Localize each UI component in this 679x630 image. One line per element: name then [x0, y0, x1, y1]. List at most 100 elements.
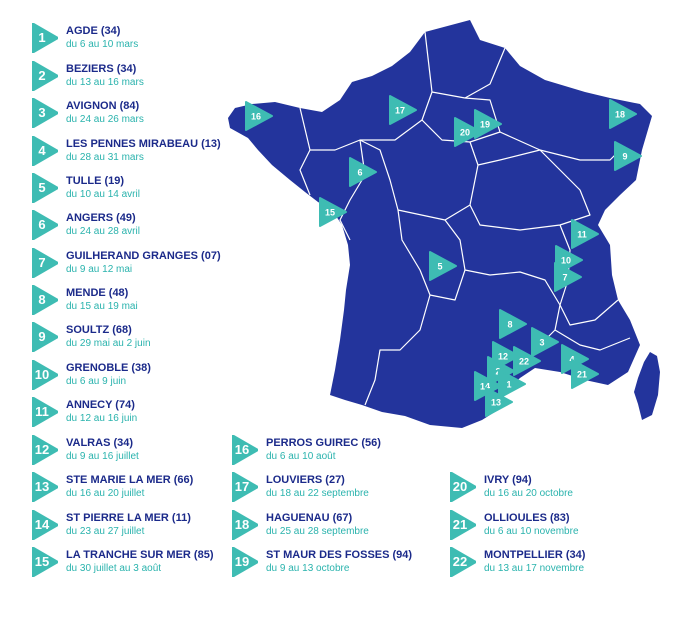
triangle-play-icon: 15: [32, 547, 58, 577]
map-marker-7: 7: [554, 262, 582, 292]
legend-item: 15 LA TRANCHE SUR MER (85) du 30 juillet …: [32, 547, 214, 581]
legend-city: PERROS GUIREC (56): [266, 437, 381, 449]
map-marker-number: 14: [480, 382, 490, 392]
map-marker-6: 6: [349, 157, 377, 187]
legend-city: AGDE (34): [66, 25, 121, 37]
legend-city: STE MARIE LA MER (66): [66, 474, 194, 486]
triangle-play-icon: 14: [32, 510, 58, 540]
triangle-play-icon: 11: [32, 397, 58, 427]
triangle-play-icon: [245, 101, 273, 131]
map-marker-number: 13: [491, 398, 501, 408]
border-paca: [554, 329, 631, 351]
triangle-play-icon: [454, 117, 482, 147]
legend-item: 7 GUILHERAND GRANGES (07) du 9 au 12 mai: [32, 248, 221, 282]
legend-item: 5 TULLE (19) du 10 au 14 avril: [32, 173, 140, 207]
legend-dates: du 25 au 28 septembre: [266, 526, 369, 537]
map-marker-number: 11: [577, 230, 587, 240]
triangle-play-icon: 6: [32, 210, 58, 240]
legend-city: TULLE (19): [66, 175, 125, 187]
map-marker-number: 7: [562, 273, 567, 283]
map-marker-22: 22: [513, 346, 541, 376]
legend-dates: du 9 au 12 mai: [66, 264, 133, 275]
legend-number: 9: [38, 329, 46, 344]
triangle-play-icon: 17: [232, 472, 258, 502]
map-marker-19: 19: [474, 109, 502, 139]
map-marker-17: 17: [389, 95, 417, 125]
legend-dates: du 6 au 10 novembre: [484, 526, 579, 537]
triangle-play-icon: [554, 262, 582, 292]
legend-number: 20: [452, 479, 468, 494]
map-marker-8: 8: [499, 309, 527, 339]
legend-item: 21 OLLIOULES (83) du 6 au 10 novembre: [450, 510, 579, 544]
legend-city: OLLIOULES (83): [484, 512, 570, 524]
legend-dates: du 6 au 10 mars: [66, 39, 139, 50]
legend-dates: du 29 mai au 2 juin: [66, 338, 151, 349]
legend-item: 8 MENDE (48) du 15 au 19 mai: [32, 285, 138, 319]
map-marker-number: 10: [561, 256, 571, 266]
triangle-play-icon: [499, 309, 527, 339]
legend-number: 4: [38, 143, 46, 158]
legend-item: 4 LES PENNES MIRABEAU (13) du 28 au 31 ma…: [32, 136, 221, 170]
map-marker-number: 17: [395, 106, 405, 116]
legend-number: 5: [38, 180, 46, 195]
map-marker-number: 22: [519, 357, 529, 367]
triangle-play-icon: [389, 95, 417, 125]
legend-number: 7: [38, 255, 46, 270]
legend-dates: du 10 au 14 avril: [66, 189, 140, 200]
triangle-play-icon: 16: [232, 435, 258, 465]
border-hauts-de-france: [431, 47, 506, 99]
legend-city: AVIGNON (84): [66, 100, 140, 112]
legend-city: BEZIERS (34): [66, 63, 137, 75]
legend-item: 22 MONTPELLIER (34) du 13 au 17 novembre: [450, 547, 585, 581]
legend-number: 12: [34, 442, 50, 457]
triangle-play-icon: 5: [32, 173, 58, 203]
triangle-play-icon: 3: [32, 98, 58, 128]
triangle-play-icon: 1: [32, 23, 58, 53]
triangle-play-icon: [513, 346, 541, 376]
triangle-play-icon: 19: [232, 547, 258, 577]
map-marker-number: 3: [539, 338, 544, 348]
legend-city: MENDE (48): [66, 287, 129, 299]
map-marker-number: 21: [577, 370, 587, 380]
border-pays-loire: [339, 139, 366, 241]
legend-item: 16 PERROS GUIREC (56) du 6 au 10 août: [232, 435, 381, 469]
legend-number: 1: [38, 30, 46, 45]
map-marker-13: 13: [485, 387, 513, 417]
legend-number: 8: [38, 292, 46, 307]
triangle-play-icon: [319, 197, 347, 227]
border-nouvelle-aquitaine: [364, 209, 431, 406]
map-marker-number: 15: [325, 208, 335, 218]
legend-item: 10 GRENOBLE (38) du 6 au 9 juin: [32, 360, 151, 394]
border-bourgogne: [469, 149, 591, 231]
legend-number: 14: [34, 517, 50, 532]
triangle-play-icon: [349, 157, 377, 187]
map-marker-11: 11: [571, 219, 599, 249]
legend-city: ANGERS (49): [66, 212, 136, 224]
legend-number: 10: [34, 367, 50, 382]
mainland-france: [228, 20, 652, 428]
legend-number: 17: [234, 479, 250, 494]
legend-number: 19: [234, 554, 250, 569]
map-marker-number: 6: [357, 168, 362, 178]
legend-dates: du 9 au 13 octobre: [266, 563, 350, 574]
legend-dates: du 24 au 28 avril: [66, 226, 140, 237]
legend-city: SOULTZ (68): [66, 324, 132, 336]
legend-city: GUILHERAND GRANGES (07): [66, 250, 221, 262]
triangle-play-icon: [609, 99, 637, 129]
legend-number: 13: [34, 479, 50, 494]
map-marker-9: 9: [614, 141, 642, 171]
triangle-play-icon: 4: [32, 136, 58, 166]
map-marker-number: 1: [506, 380, 511, 390]
legend-dates: du 23 au 27 juillet: [66, 526, 145, 537]
triangle-play-icon: [474, 109, 502, 139]
legend-dates: du 15 au 19 mai: [66, 301, 138, 312]
legend-number: 3: [38, 105, 46, 120]
map-marker-20: 20: [454, 117, 482, 147]
triangle-play-icon: [429, 251, 457, 281]
legend-city: HAGUENAU (67): [266, 512, 353, 524]
legend-dates: du 6 au 9 juin: [66, 376, 127, 387]
border-grand-est: [499, 131, 621, 161]
triangle-play-icon: [531, 327, 559, 357]
legend-number: 18: [234, 517, 250, 532]
map-marker-number: 9: [622, 152, 627, 162]
